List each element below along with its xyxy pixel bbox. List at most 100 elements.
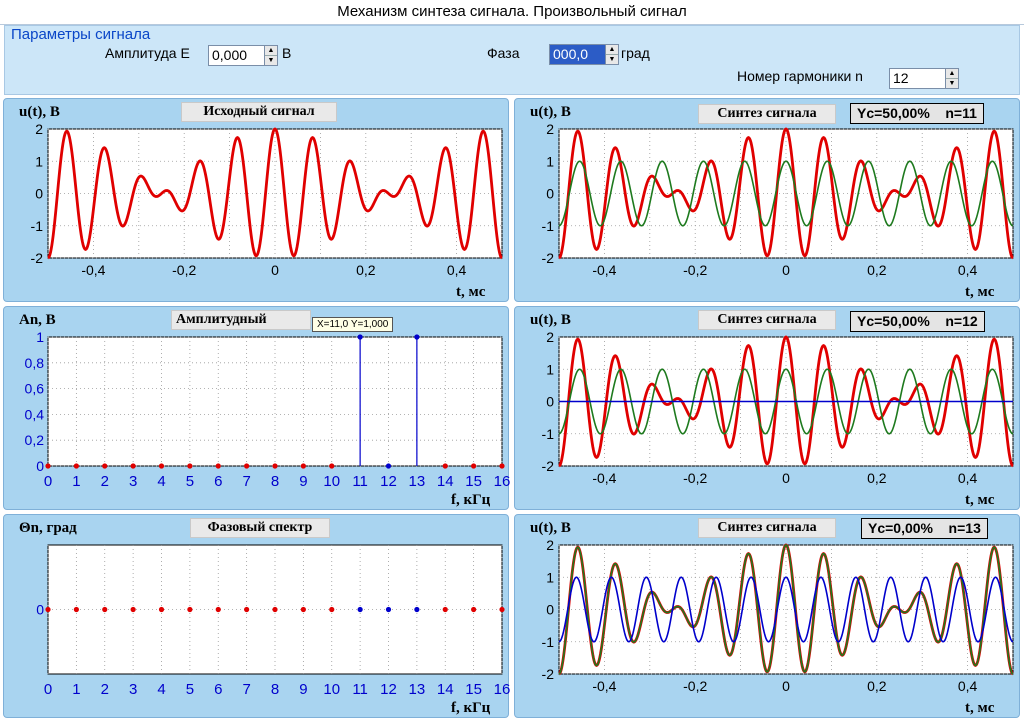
amplitude-input[interactable]: 0,000 xyxy=(208,45,265,66)
spectrum-point xyxy=(130,606,136,613)
cursor-tooltip: X=11,0 Y=1,000 xyxy=(312,317,394,332)
y-axis-label: u(t), В xyxy=(530,312,571,328)
y-tick-label: 1 xyxy=(546,569,554,585)
x-tick-label: 12 xyxy=(380,681,397,698)
spin-up-icon[interactable]: ▲ xyxy=(267,47,275,54)
x-tick-label: 6 xyxy=(214,473,222,490)
spin-down-icon[interactable]: ▼ xyxy=(265,55,277,65)
y-tick-label: 1 xyxy=(546,361,554,377)
spectrum-point xyxy=(158,463,165,469)
panel-title: Синтез сигнала xyxy=(698,518,836,538)
y-tick-label: 0,2 xyxy=(25,432,45,448)
harmonic-input[interactable]: 12 xyxy=(889,68,946,89)
amplitude-spin-arrows[interactable]: ▲ ▼ xyxy=(265,45,278,66)
source-signal-chart: -0,4 -0,2 0 0,2 0,4 2 1 0 -1 -2 xyxy=(31,121,503,278)
spectrum-point xyxy=(385,606,392,613)
spectrum-point xyxy=(102,463,108,469)
spectrum-point xyxy=(73,606,79,613)
x-tick-label: -0,4 xyxy=(592,470,616,486)
x-tick-label: 4 xyxy=(157,681,165,698)
x-tick-label: 3 xyxy=(129,681,137,698)
x-tick-label: 9 xyxy=(299,473,307,490)
x-tick-label: 0 xyxy=(44,473,52,490)
panel-title: Синтез сигнала xyxy=(698,104,836,124)
phase-label: Фаза xyxy=(487,45,520,61)
harmonic-label: Номер гармоники n xyxy=(737,68,863,84)
x-tick-label: 2 xyxy=(101,681,109,698)
spectrum-point xyxy=(73,463,79,469)
y-tick-label: -2 xyxy=(542,250,555,266)
x-tick-label: 7 xyxy=(242,681,250,698)
phase-spinner[interactable]: 000,0 ▲ ▼ xyxy=(549,44,619,65)
phase-input[interactable]: 000,0 xyxy=(549,44,606,65)
x-tick-label: -0,4 xyxy=(592,262,616,278)
y-tick-label: -1 xyxy=(542,634,555,650)
spectrum-point xyxy=(300,463,306,469)
x-tick-label: 0,2 xyxy=(356,262,376,278)
y-tick-label: 1 xyxy=(36,329,44,345)
spin-up-icon[interactable]: ▲ xyxy=(608,46,616,53)
spectrum-point xyxy=(414,334,420,340)
x-tick-label: 14 xyxy=(437,681,454,698)
x-tick-label: 13 xyxy=(409,681,426,698)
spectrum-point xyxy=(215,463,221,469)
status-badge: Yc=50,00% n=11 xyxy=(850,103,984,124)
x-tick-label: -0,4 xyxy=(81,262,105,278)
x-tick-label: 0,4 xyxy=(447,262,467,278)
y-tick-label: 0 xyxy=(36,602,44,618)
x-tick-label: 10 xyxy=(323,473,340,490)
x-axis-label: f, кГц xyxy=(451,700,491,716)
x-axis-label: t, мс xyxy=(965,492,995,508)
y-tick-label: 0 xyxy=(36,458,44,474)
y-tick-label: 0,8 xyxy=(25,355,45,371)
y-tick-label: 2 xyxy=(546,121,554,137)
series-line xyxy=(558,368,1014,435)
spectrum-point xyxy=(442,606,448,613)
x-tick-label: 0,2 xyxy=(867,470,887,486)
series-line xyxy=(558,335,1014,468)
synthesis-panel-3: u(t), В Синтез сигнала Yc=0,00% n=13 t, … xyxy=(514,514,1020,718)
x-tick-label: 8 xyxy=(271,473,279,490)
window-title: Механизм синтеза сигнала. Произвольный с… xyxy=(0,0,1024,25)
spectrum-point xyxy=(45,463,51,469)
series-line xyxy=(558,576,1014,643)
spin-up-icon[interactable]: ▲ xyxy=(948,70,956,77)
x-axis-label: t, мс xyxy=(456,284,486,300)
series-line xyxy=(47,127,503,260)
phase-spin-arrows[interactable]: ▲ ▼ xyxy=(606,44,619,65)
x-tick-label: 0 xyxy=(782,262,790,278)
params-legend: Параметры сигнала xyxy=(11,26,151,43)
spectrum-point xyxy=(130,463,136,469)
x-tick-label: -0,2 xyxy=(172,262,196,278)
spectrum-point xyxy=(357,606,363,613)
series-line xyxy=(558,127,1014,260)
y-tick-label: 2 xyxy=(35,121,43,137)
amplitude-spectrum-chart[interactable]: 10,80,60,40,200 1 2 3 4 5 6 7 8 9 10 11 12 13 14 15 16 xyxy=(4,307,510,511)
y-axis-label: u(t), В xyxy=(530,104,571,120)
y-tick-label: 0 xyxy=(546,602,554,618)
amplitude-spinner[interactable]: 0,000 ▲ ▼ xyxy=(208,45,278,66)
phase-spectrum-chart: 00 1 2 3 4 5 6 7 8 9 10 11 12 13 14 15 16 xyxy=(36,544,510,698)
x-tick-label: 12 xyxy=(380,473,397,490)
amplitude-unit: В xyxy=(282,45,292,61)
x-tick-label: 9 xyxy=(299,681,307,698)
spin-down-icon[interactable]: ▼ xyxy=(606,54,618,64)
harmonic-spin-arrows[interactable]: ▲ ▼ xyxy=(946,68,959,89)
x-tick-label: 15 xyxy=(465,681,482,698)
panel-title: Амплитудный спектр xyxy=(171,310,311,330)
x-tick-label: 1 xyxy=(72,473,80,490)
spectrum-point xyxy=(244,463,250,469)
x-tick-label: 10 xyxy=(323,681,340,698)
spin-down-icon[interactable]: ▼ xyxy=(946,78,958,88)
spectrum-point xyxy=(158,606,165,613)
x-tick-label: -0,4 xyxy=(592,678,616,694)
x-tick-label: 16 xyxy=(494,681,510,698)
status-badge: Yc=0,00% n=13 xyxy=(861,518,988,539)
x-tick-label: 14 xyxy=(437,473,454,490)
harmonic-spinner[interactable]: 12 ▲ ▼ xyxy=(889,68,959,89)
x-axis-label: f, кГц xyxy=(451,492,491,508)
series-line xyxy=(558,160,1014,227)
source-signal-panel: u(t), В Исходный сигнал t, мс -0,4 -0,2 0 0… xyxy=(3,98,509,302)
y-tick-label: 0 xyxy=(35,186,43,202)
x-tick-label: 0 xyxy=(782,470,790,486)
